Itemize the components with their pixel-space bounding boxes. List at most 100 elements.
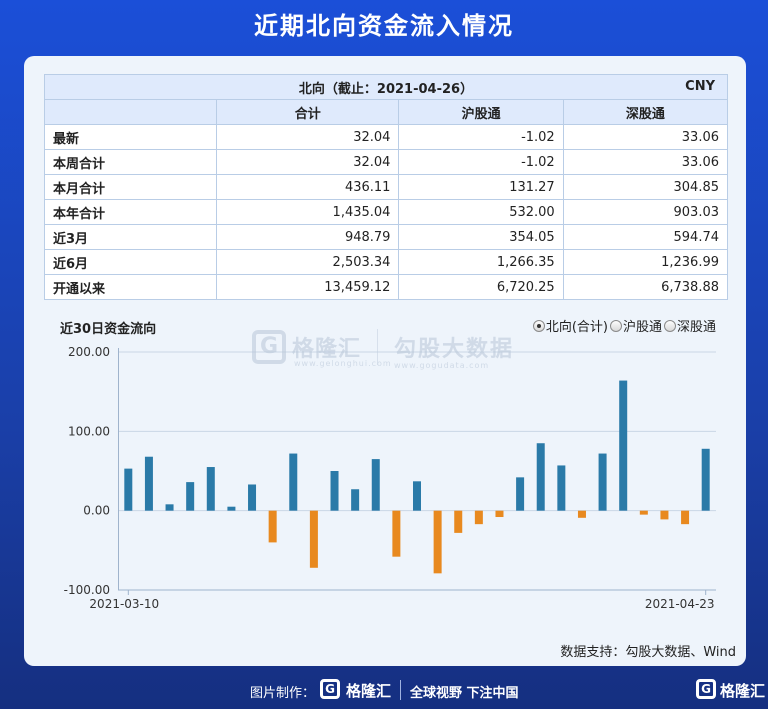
radio-shenzhen-connect[interactable]: 深股通 xyxy=(663,316,716,335)
table-row: 本年合计 1,435.04 532.00 903.03 xyxy=(44,199,729,225)
radio-label: 北向(合计) xyxy=(545,320,608,335)
radio-unselected-icon[interactable] xyxy=(609,319,622,332)
chart-bar xyxy=(598,453,607,511)
made-by-label: 图片制作： xyxy=(250,686,316,701)
series-radio-group: 北向(合计) 沪股通 深股通 xyxy=(532,316,716,335)
row-value: 1,236.99 xyxy=(562,249,729,275)
y-tick-label: 200.00 xyxy=(68,345,110,359)
chart-bar xyxy=(144,456,153,511)
chart-bar xyxy=(289,453,298,511)
chart-bar xyxy=(681,510,690,525)
chart-bar xyxy=(619,380,628,511)
chart-bar xyxy=(165,504,174,511)
chart-bar xyxy=(557,465,566,511)
row-value: 33.06 xyxy=(562,149,729,175)
row-value: 436.11 xyxy=(215,174,400,200)
column-header-sh: 沪股通 xyxy=(398,99,564,125)
row-label: 开通以来 xyxy=(44,274,217,300)
brand-logo-icon: G xyxy=(320,679,340,699)
row-label: 最新 xyxy=(44,124,217,150)
row-value: 948.79 xyxy=(215,224,400,250)
y-tick-label: 0.00 xyxy=(83,504,110,518)
chart-bar xyxy=(660,510,669,520)
chart-bar xyxy=(474,510,483,525)
row-label: 本年合计 xyxy=(44,199,217,225)
chart-bar xyxy=(268,510,277,543)
radio-shanghai-connect[interactable]: 沪股通 xyxy=(609,316,662,335)
row-value: -1.02 xyxy=(398,149,564,175)
chart-bar xyxy=(351,489,360,511)
chart-bar xyxy=(206,467,215,511)
footer-brand: 格隆汇 xyxy=(346,682,392,700)
row-value: 6,720.25 xyxy=(398,274,564,300)
footer-divider xyxy=(400,680,401,700)
chart-bar xyxy=(454,510,463,533)
table-body: 最新 32.04 -1.02 33.06 本周合计 32.04 -1.02 33.06 本月合计… xyxy=(44,124,729,300)
chart-bar xyxy=(186,482,195,511)
chart-bar xyxy=(371,459,380,511)
row-value: 6,738.88 xyxy=(562,274,729,300)
chart-bar xyxy=(309,510,318,568)
table-row: 本周合计 32.04 -1.02 33.06 xyxy=(44,149,729,175)
y-tick-label: 100.00 xyxy=(68,424,110,438)
table-row: 本月合计 436.11 131.27 304.85 xyxy=(44,174,729,200)
row-value: 32.04 xyxy=(215,149,400,175)
row-value: 1,266.35 xyxy=(398,249,564,275)
currency-label: CNY xyxy=(685,79,715,94)
row-value: 532.00 xyxy=(398,199,564,225)
column-header-empty xyxy=(44,99,217,125)
brand-logo-icon-right: G xyxy=(696,679,716,699)
row-label: 近6月 xyxy=(44,249,217,275)
row-value: 304.85 xyxy=(562,174,729,200)
chart-bar xyxy=(227,506,236,511)
row-value: 1,435.04 xyxy=(215,199,400,225)
radio-label: 沪股通 xyxy=(622,320,662,335)
column-header-total: 合计 xyxy=(215,99,400,125)
radio-unselected-icon[interactable] xyxy=(663,319,676,332)
chart-bar xyxy=(392,510,401,557)
chart-bar xyxy=(536,443,545,511)
row-value: 131.27 xyxy=(398,174,564,200)
footer-slogan: 全球视野 下注中国 xyxy=(410,686,519,701)
row-label: 本月合计 xyxy=(44,174,217,200)
chart-bar xyxy=(330,471,339,511)
page-title: 近期北向资金流入情况 xyxy=(254,12,514,40)
x-tick-label: 2021-03-10 xyxy=(89,597,159,611)
chart-bar xyxy=(433,510,442,574)
column-header-sz: 深股通 xyxy=(562,99,729,125)
x-tick-label: 2021-04-23 xyxy=(645,597,715,611)
row-value: 903.03 xyxy=(562,199,729,225)
y-tick-label: -100.00 xyxy=(64,583,110,597)
table-title-cell: 北向（截止：2021-04-26） CNY xyxy=(44,74,728,100)
chart-bar xyxy=(124,468,133,511)
content-card: 北向（截止：2021-04-26） CNY 合计 沪股通 深股通 最新 32.04… xyxy=(24,56,746,666)
chart-bar xyxy=(248,484,257,511)
chart-bar xyxy=(577,510,586,518)
table-row: 最新 32.04 -1.02 33.06 xyxy=(44,124,729,150)
chart-title: 近30日资金流向 xyxy=(60,322,157,337)
row-label: 本周合计 xyxy=(44,149,217,175)
table-row: 开通以来 13,459.12 6,720.25 6,738.88 xyxy=(44,274,729,300)
chart-bar xyxy=(639,510,648,515)
chart-bar xyxy=(701,448,710,511)
chart-bar xyxy=(516,477,525,511)
row-value: 594.74 xyxy=(562,224,729,250)
northbound-summary-table: 北向（截止：2021-04-26） CNY 合计 沪股通 深股通 最新 32.04… xyxy=(44,74,729,300)
radio-selected-icon[interactable] xyxy=(532,319,545,332)
radio-northbound-total[interactable]: 北向(合计) xyxy=(532,316,608,335)
row-value: 13,459.12 xyxy=(215,274,400,300)
column-header-row: 合计 沪股通 深股通 xyxy=(44,99,729,125)
chart-bar xyxy=(413,481,421,511)
row-label: 近3月 xyxy=(44,224,217,250)
table-title: 北向（截止：2021-04-26） xyxy=(298,81,474,97)
row-value: -1.02 xyxy=(398,124,564,150)
table-row: 近3月 948.79 354.05 594.74 xyxy=(44,224,729,250)
table-row: 近6月 2,503.34 1,266.35 1,236.99 xyxy=(44,249,729,275)
row-value: 32.04 xyxy=(215,124,400,150)
row-value: 2,503.34 xyxy=(215,249,400,275)
row-value: 354.05 xyxy=(398,224,564,250)
row-value: 33.06 xyxy=(562,124,729,150)
chart-bar xyxy=(495,510,504,518)
data-source-note: 数据支持：勾股大数据、Wind xyxy=(560,645,736,660)
